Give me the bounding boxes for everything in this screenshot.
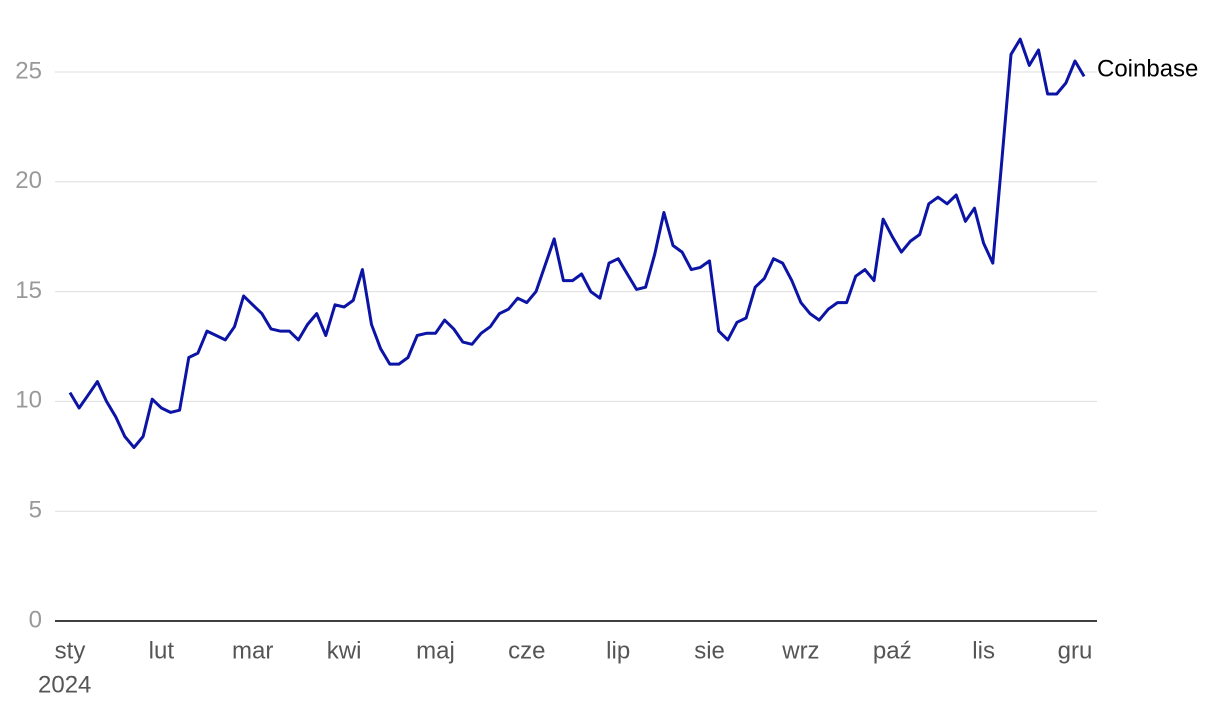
y-tick-label: 5 xyxy=(29,497,42,524)
series-label: Coinbase xyxy=(1097,56,1198,83)
x-tick-label: wrz xyxy=(781,637,819,664)
series-line xyxy=(68,37,1086,449)
x-tick-label: sty xyxy=(55,637,86,664)
x-tick-label: maj xyxy=(416,637,455,664)
x-tick-label: lut xyxy=(149,637,175,664)
x-tick-label: kwi xyxy=(327,637,362,664)
y-tick-label: 25 xyxy=(15,57,42,84)
x-tick-label: paź xyxy=(873,637,912,664)
x-tick-label: gru xyxy=(1058,637,1093,664)
x-tick-label: cze xyxy=(508,637,545,664)
x-tick-label: mar xyxy=(232,637,273,664)
x-tick-label: lis xyxy=(972,637,995,664)
y-tick-label: 0 xyxy=(29,606,42,633)
y-tick-label: 10 xyxy=(15,387,42,414)
x-tick-label: lip xyxy=(606,637,630,664)
y-tick-label: 15 xyxy=(15,277,42,304)
year-label: 2024 xyxy=(38,671,91,698)
y-tick-label: 20 xyxy=(15,167,42,194)
x-tick-label: sie xyxy=(694,637,725,664)
